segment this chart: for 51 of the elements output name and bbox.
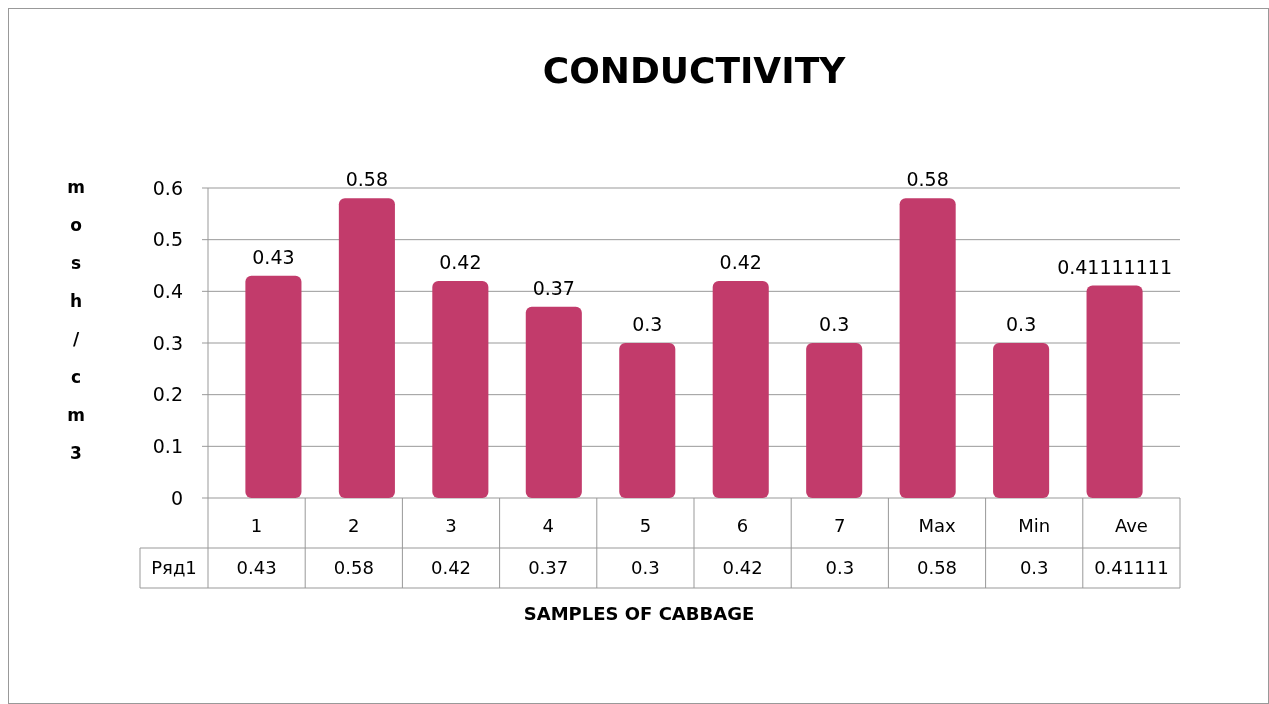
text: 0.58: [333, 557, 374, 578]
x-tick-label: Min: [1018, 515, 1051, 536]
text: 0.3: [631, 557, 660, 578]
text: 0.58: [916, 557, 958, 578]
x-tick-label: 3: [445, 515, 457, 536]
text: 0.43: [236, 557, 277, 578]
x-tick-label: 2: [348, 515, 360, 536]
data-label: 0.58: [906, 168, 949, 191]
data-label: 0.3: [632, 313, 663, 335]
y-tick-label: 0.2: [152, 383, 183, 406]
data-label: 0.42: [439, 251, 482, 273]
bar: [245, 275, 302, 498]
data-label: 0.3: [1006, 313, 1037, 335]
text: 0.42: [430, 557, 472, 578]
data-label: 0.3: [819, 313, 850, 335]
x-axis-title: SAMPLES OF CABBAGE: [523, 603, 755, 624]
x-tick-label: 4: [542, 515, 554, 536]
data-label: 0.41111111: [1057, 255, 1172, 278]
bar: [432, 281, 489, 498]
text: 0.42: [722, 557, 763, 578]
y-axis-title: mosh/cm3: [67, 177, 85, 463]
bar: [619, 343, 676, 498]
x-tick-label: 6: [736, 515, 749, 536]
y-tick-label: 0.5: [152, 228, 183, 251]
text: 0.41111: [1094, 557, 1169, 578]
text: Ряд1: [151, 557, 197, 578]
x-tick-label: Max: [918, 515, 956, 536]
bar: [525, 306, 582, 498]
y-tick-label: 0.3: [152, 331, 183, 354]
data-label: 0.37: [532, 276, 575, 299]
bar: [993, 343, 1050, 498]
y-tick-label: 0: [170, 486, 183, 509]
data-label: 0.42: [719, 251, 762, 273]
bar: [1086, 285, 1143, 498]
data-label: 0.43: [252, 245, 295, 268]
y-tick-label: 0.1: [152, 434, 183, 457]
x-tick-label: Ave: [1114, 515, 1148, 536]
bar: [899, 198, 956, 498]
x-tick-label: 7: [834, 515, 846, 536]
bar: [806, 343, 863, 498]
text: 0.3: [1019, 557, 1049, 578]
data-label: 0.58: [345, 168, 389, 191]
chart-title: CONDUCTIVITY: [542, 50, 847, 91]
y-tick-label: 0.4: [152, 279, 183, 302]
x-tick-label: 1: [250, 515, 263, 536]
text: 0.37: [528, 557, 569, 578]
y-tick-label: 0.6: [152, 176, 183, 199]
text: 0.3: [825, 557, 855, 578]
bar: [712, 281, 769, 498]
bar: [338, 198, 395, 498]
x-tick-label: 5: [639, 515, 652, 536]
